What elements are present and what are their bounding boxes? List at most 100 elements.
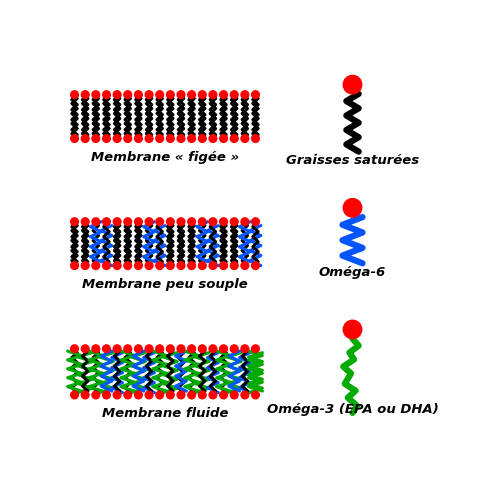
Circle shape xyxy=(220,391,228,399)
Circle shape xyxy=(114,91,121,98)
Circle shape xyxy=(82,218,89,226)
Circle shape xyxy=(156,391,164,399)
Circle shape xyxy=(177,262,185,270)
Circle shape xyxy=(92,218,100,226)
Circle shape xyxy=(241,345,248,352)
Circle shape xyxy=(220,91,228,98)
Circle shape xyxy=(102,91,110,98)
Circle shape xyxy=(198,134,206,142)
Circle shape xyxy=(198,218,206,226)
Circle shape xyxy=(166,391,174,399)
Circle shape xyxy=(220,345,228,352)
Circle shape xyxy=(102,391,110,399)
Circle shape xyxy=(124,345,132,352)
Circle shape xyxy=(188,345,196,352)
Circle shape xyxy=(177,391,185,399)
Circle shape xyxy=(252,91,260,98)
Circle shape xyxy=(188,134,196,142)
Circle shape xyxy=(134,345,142,352)
Circle shape xyxy=(252,218,260,226)
Circle shape xyxy=(252,391,260,399)
Circle shape xyxy=(230,134,238,142)
Circle shape xyxy=(145,134,153,142)
Circle shape xyxy=(241,391,248,399)
Circle shape xyxy=(70,218,78,226)
Circle shape xyxy=(209,345,217,352)
Circle shape xyxy=(344,320,361,338)
Circle shape xyxy=(102,218,110,226)
Circle shape xyxy=(102,345,110,352)
Circle shape xyxy=(114,262,121,270)
Circle shape xyxy=(114,134,121,142)
Circle shape xyxy=(92,262,100,270)
Circle shape xyxy=(134,391,142,399)
Circle shape xyxy=(82,134,89,142)
Circle shape xyxy=(166,218,174,226)
Circle shape xyxy=(145,391,153,399)
Circle shape xyxy=(230,218,238,226)
Circle shape xyxy=(241,218,248,226)
Circle shape xyxy=(166,134,174,142)
Circle shape xyxy=(114,391,121,399)
Circle shape xyxy=(145,345,153,352)
Circle shape xyxy=(102,134,110,142)
Circle shape xyxy=(220,262,228,270)
Circle shape xyxy=(198,345,206,352)
Circle shape xyxy=(198,91,206,98)
Circle shape xyxy=(145,218,153,226)
Circle shape xyxy=(102,262,110,270)
Text: Membrane peu souple: Membrane peu souple xyxy=(82,278,248,291)
Circle shape xyxy=(198,262,206,270)
Circle shape xyxy=(344,76,361,94)
Circle shape xyxy=(124,262,132,270)
Circle shape xyxy=(166,91,174,98)
Circle shape xyxy=(134,134,142,142)
Circle shape xyxy=(177,134,185,142)
Circle shape xyxy=(166,345,174,352)
Circle shape xyxy=(241,134,248,142)
Circle shape xyxy=(241,91,248,98)
Circle shape xyxy=(124,391,132,399)
Text: Membrane fluide: Membrane fluide xyxy=(102,408,228,420)
Text: Oméga-3 (EPA ou DHA): Oméga-3 (EPA ou DHA) xyxy=(266,402,438,415)
Text: Membrane « figée »: Membrane « figée » xyxy=(91,151,239,164)
Text: Graisses saturées: Graisses saturées xyxy=(286,154,419,167)
Circle shape xyxy=(82,91,89,98)
Circle shape xyxy=(156,218,164,226)
Circle shape xyxy=(177,91,185,98)
Text: Oméga-6: Oméga-6 xyxy=(319,266,386,278)
Circle shape xyxy=(70,134,78,142)
Circle shape xyxy=(82,345,89,352)
Circle shape xyxy=(209,134,217,142)
Circle shape xyxy=(114,345,121,352)
Circle shape xyxy=(145,91,153,98)
Circle shape xyxy=(156,91,164,98)
Circle shape xyxy=(209,218,217,226)
Circle shape xyxy=(252,345,260,352)
Circle shape xyxy=(70,391,78,399)
Circle shape xyxy=(92,345,100,352)
Circle shape xyxy=(220,218,228,226)
Circle shape xyxy=(156,134,164,142)
Circle shape xyxy=(114,218,121,226)
Circle shape xyxy=(188,218,196,226)
Circle shape xyxy=(198,391,206,399)
Circle shape xyxy=(230,391,238,399)
Circle shape xyxy=(209,391,217,399)
Circle shape xyxy=(188,91,196,98)
Circle shape xyxy=(134,218,142,226)
Circle shape xyxy=(134,262,142,270)
Circle shape xyxy=(82,262,89,270)
Circle shape xyxy=(230,345,238,352)
Circle shape xyxy=(230,262,238,270)
Circle shape xyxy=(92,391,100,399)
Circle shape xyxy=(70,262,78,270)
Circle shape xyxy=(177,218,185,226)
Circle shape xyxy=(70,345,78,352)
Circle shape xyxy=(124,218,132,226)
Circle shape xyxy=(134,91,142,98)
Circle shape xyxy=(156,345,164,352)
Circle shape xyxy=(124,134,132,142)
Circle shape xyxy=(166,262,174,270)
Circle shape xyxy=(124,91,132,98)
